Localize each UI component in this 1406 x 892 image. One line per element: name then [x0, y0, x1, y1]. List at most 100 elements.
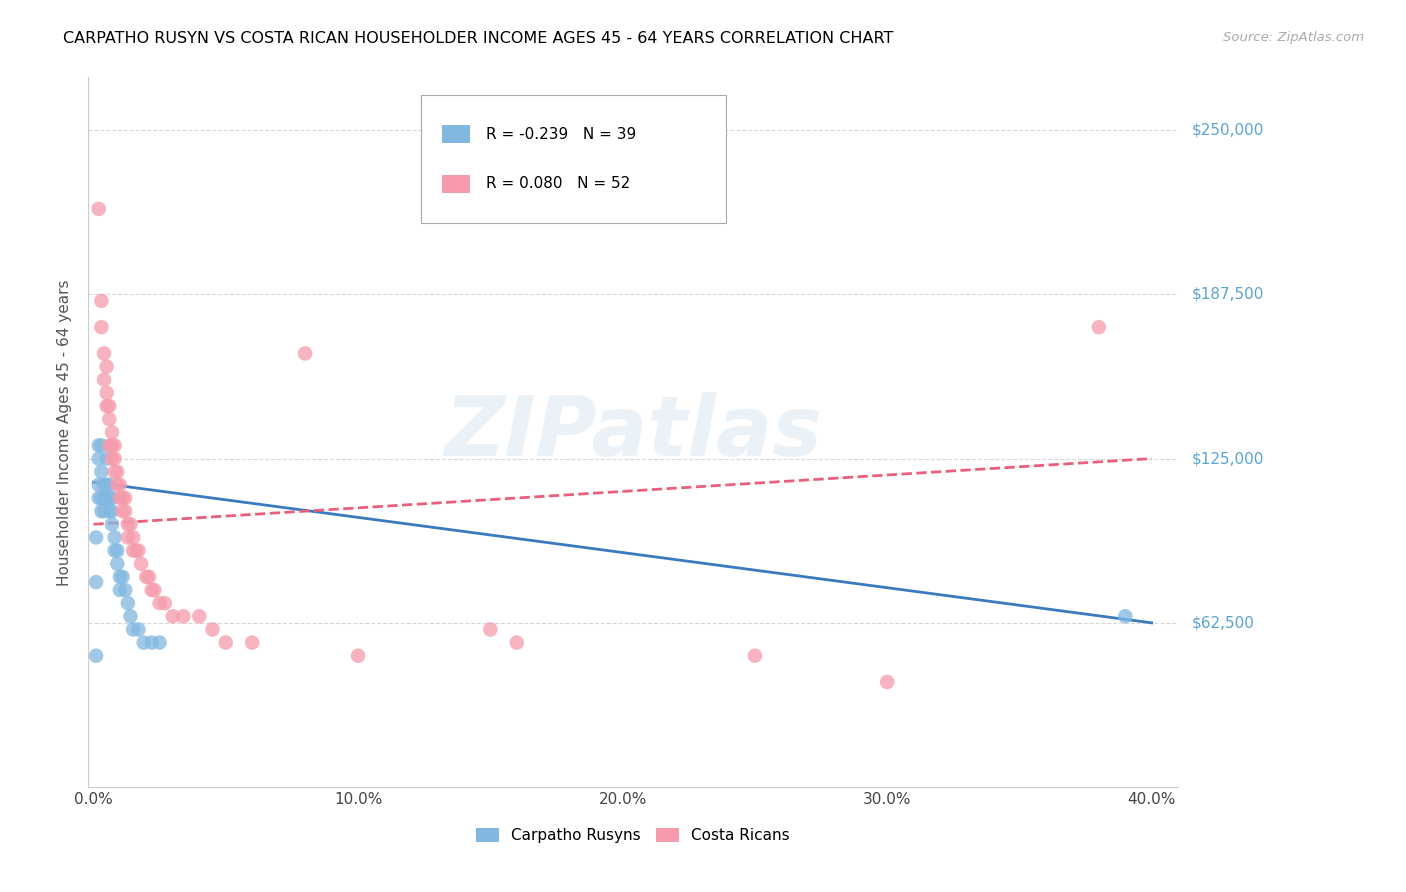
Text: $187,500: $187,500	[1192, 287, 1264, 301]
Point	[744, 648, 766, 663]
Point	[87, 451, 110, 466]
Point	[132, 635, 155, 649]
Point	[98, 478, 121, 492]
Point	[87, 438, 110, 452]
Point	[98, 491, 121, 505]
Point	[101, 517, 124, 532]
Point	[111, 504, 134, 518]
Point	[114, 582, 136, 597]
Point	[294, 346, 316, 360]
Point	[479, 623, 502, 637]
Point	[153, 596, 176, 610]
Point	[143, 582, 166, 597]
Point	[149, 635, 172, 649]
Point	[98, 504, 121, 518]
Legend: Carpatho Rusyns, Costa Ricans: Carpatho Rusyns, Costa Ricans	[477, 829, 790, 843]
Point	[120, 609, 142, 624]
Point	[101, 438, 124, 452]
Point	[104, 531, 127, 545]
Point	[101, 504, 124, 518]
Text: R = -0.239   N = 39: R = -0.239 N = 39	[486, 127, 637, 142]
Point	[215, 635, 238, 649]
Point	[101, 425, 124, 440]
Point	[117, 531, 139, 545]
Text: CARPATHO RUSYN VS COSTA RICAN HOUSEHOLDER INCOME AGES 45 - 64 YEARS CORRELATION : CARPATHO RUSYN VS COSTA RICAN HOUSEHOLDE…	[63, 31, 894, 46]
Point	[98, 412, 121, 426]
Point	[122, 623, 145, 637]
Point	[172, 609, 194, 624]
Point	[90, 504, 112, 518]
Point	[90, 438, 112, 452]
Point	[104, 465, 127, 479]
Point	[93, 478, 115, 492]
Point	[129, 557, 152, 571]
Text: $250,000: $250,000	[1192, 122, 1264, 137]
Point	[90, 491, 112, 505]
Point	[506, 635, 529, 649]
Point	[117, 596, 139, 610]
Point	[138, 570, 160, 584]
Point	[98, 399, 121, 413]
Text: $62,500: $62,500	[1192, 615, 1256, 631]
Point	[96, 399, 118, 413]
Point	[108, 582, 131, 597]
Point	[141, 582, 163, 597]
FancyBboxPatch shape	[443, 126, 470, 143]
Point	[90, 293, 112, 308]
Point	[93, 373, 115, 387]
Point	[84, 648, 107, 663]
Point	[114, 504, 136, 518]
Point	[96, 385, 118, 400]
Point	[114, 491, 136, 505]
Point	[93, 504, 115, 518]
FancyBboxPatch shape	[443, 175, 470, 193]
Point	[111, 491, 134, 505]
Y-axis label: Householder Income Ages 45 - 64 years: Householder Income Ages 45 - 64 years	[58, 279, 72, 585]
Point	[108, 570, 131, 584]
Point	[141, 635, 163, 649]
Point	[87, 491, 110, 505]
Point	[162, 609, 184, 624]
Point	[117, 517, 139, 532]
Text: Source: ZipAtlas.com: Source: ZipAtlas.com	[1223, 31, 1364, 45]
Point	[201, 623, 224, 637]
Point	[90, 320, 112, 334]
Text: ZIPatlas: ZIPatlas	[444, 392, 823, 473]
Point	[84, 531, 107, 545]
Point	[108, 478, 131, 492]
Point	[93, 346, 115, 360]
Point	[104, 438, 127, 452]
Point	[90, 465, 112, 479]
Point	[96, 478, 118, 492]
Point	[111, 570, 134, 584]
Point	[87, 202, 110, 216]
Point	[96, 451, 118, 466]
Point	[108, 491, 131, 505]
Point	[104, 451, 127, 466]
Point	[104, 543, 127, 558]
Point	[149, 596, 172, 610]
Point	[96, 491, 118, 505]
Point	[87, 478, 110, 492]
Point	[105, 465, 128, 479]
Text: $125,000: $125,000	[1192, 451, 1264, 467]
Point	[347, 648, 370, 663]
Point	[120, 517, 142, 532]
Point	[1114, 609, 1136, 624]
Point	[93, 491, 115, 505]
Point	[101, 491, 124, 505]
Point	[122, 531, 145, 545]
Point	[84, 575, 107, 590]
Point	[240, 635, 263, 649]
FancyBboxPatch shape	[420, 95, 725, 223]
Point	[105, 543, 128, 558]
Point	[101, 451, 124, 466]
Point	[135, 570, 157, 584]
Point	[96, 359, 118, 374]
Point	[105, 478, 128, 492]
Point	[876, 675, 898, 690]
Point	[188, 609, 211, 624]
Point	[105, 557, 128, 571]
Point	[127, 543, 149, 558]
Point	[1088, 320, 1111, 334]
